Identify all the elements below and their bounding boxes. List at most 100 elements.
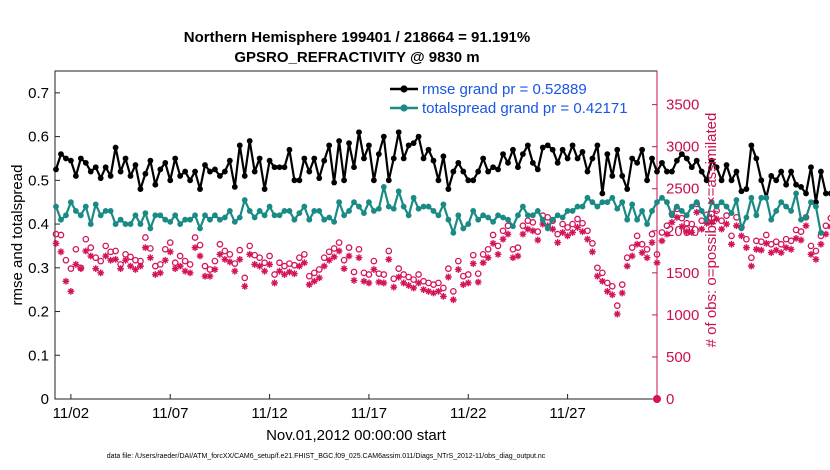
obs-assimilated-point: [291, 270, 298, 278]
totalspread-point: [301, 203, 308, 210]
rmse-point: [470, 177, 477, 184]
totalspread-point: [778, 199, 785, 206]
rmse-point: [554, 159, 561, 166]
obs-possible-point: [350, 268, 358, 276]
rmse-point: [485, 168, 492, 175]
chart-title: Northern Hemisphere 199401 / 218664 = 91…: [184, 29, 530, 46]
obs-assimilated-point: [72, 261, 80, 268]
rmse-point: [534, 166, 541, 173]
totalspread-point: [415, 205, 422, 212]
totalspread-point: [519, 203, 526, 210]
obs-assimilated-point: [489, 240, 497, 247]
totalspread-point: [733, 197, 740, 203]
rmse-point: [480, 155, 487, 162]
rmse-point: [430, 157, 437, 164]
rmse-point: [405, 142, 412, 149]
rmse-point: [688, 164, 695, 171]
totalspread-point: [58, 216, 64, 223]
obs-assimilated-point: [161, 256, 169, 264]
obs-assimilated-point: [350, 277, 358, 284]
y2-tick-label: 3500: [666, 97, 699, 114]
obs-assimilated-point: [117, 265, 124, 273]
obs-possible-point: [584, 227, 591, 235]
rmse-point: [673, 157, 680, 164]
totalspread-point: [331, 218, 338, 225]
totalspread-point: [72, 208, 79, 214]
obs-assimilated-point: [52, 240, 60, 247]
totalspread-point: [738, 225, 745, 232]
totalspread-point: [818, 229, 824, 236]
totalspread-point: [599, 199, 606, 206]
rmse-point: [236, 142, 243, 149]
y2-tick-label: 0: [666, 391, 674, 408]
totalspread-point: [470, 208, 477, 214]
obs-assimilated-point: [822, 230, 830, 238]
obs-assimilated-point: [762, 240, 770, 247]
totalspread-point: [226, 208, 233, 214]
totalspread-point: [236, 214, 243, 221]
totalspread-point: [326, 214, 333, 221]
rmse-point: [187, 177, 194, 184]
obs-assimilated-point: [663, 230, 671, 238]
rmse-point: [336, 138, 343, 144]
obs-possible-point: [633, 232, 641, 240]
rmse-point: [808, 164, 814, 171]
rmse-point: [490, 164, 496, 171]
obs-possible-point: [82, 235, 90, 243]
rmse-point: [659, 159, 665, 166]
rmse-point: [82, 159, 89, 166]
rmse-point: [584, 168, 591, 175]
obs-possible-point: [474, 270, 482, 278]
rmse-point: [549, 146, 556, 153]
rmse-point: [708, 157, 715, 164]
rmse-point: [217, 173, 223, 179]
obs-possible-point: [87, 244, 95, 251]
rmse-point: [162, 159, 169, 166]
obs-assimilated-point: [127, 262, 134, 270]
totalspread-point: [296, 210, 303, 217]
rmse-point: [390, 155, 397, 162]
rmse-point: [594, 142, 601, 149]
obs-possible-point: [102, 242, 110, 250]
obs-possible-point: [688, 220, 696, 228]
y2-tick-label: 500: [666, 349, 691, 366]
obs-possible-point: [410, 276, 417, 283]
totalspread-point: [147, 225, 154, 232]
obs-assimilated-point: [365, 279, 373, 287]
obs-assimilated-point: [494, 250, 502, 258]
rmse-point: [261, 186, 268, 192]
rmse-point: [758, 177, 765, 184]
y2-zero-marker: [653, 395, 661, 403]
totalspread-point: [281, 208, 288, 214]
obs-possible-point: [748, 254, 755, 262]
obs-possible-point: [653, 250, 661, 258]
obs-assimilated-point: [723, 220, 730, 228]
obs-assimilated-point: [370, 266, 378, 273]
rmse-point: [827, 190, 830, 197]
totalspread-point: [455, 212, 462, 219]
obs-assimilated-point: [519, 230, 527, 238]
totalspread-point: [748, 194, 755, 201]
y2-tick-label: 2500: [666, 181, 699, 198]
rmse-point: [703, 177, 710, 184]
totalspread-point: [346, 208, 352, 214]
totalspread-point: [559, 214, 566, 221]
obs-possible-point: [643, 245, 651, 253]
rmse-point: [306, 168, 313, 175]
rmse-point: [67, 157, 74, 164]
obs-possible-point: [440, 284, 447, 292]
totalspread-point: [400, 203, 407, 210]
obs-assimilated-point: [181, 267, 189, 275]
rmse-point: [524, 142, 531, 149]
obs-assimilated-point: [340, 265, 348, 273]
rmse-point: [609, 173, 616, 179]
obs-possible-point: [599, 269, 606, 277]
rmse-point: [818, 168, 824, 175]
obs-possible-point: [72, 245, 80, 253]
rmse-point: [321, 157, 328, 164]
obs-assimilated-point: [598, 277, 606, 285]
totalspread-point: [793, 190, 799, 197]
obs-assimilated-point: [504, 230, 512, 238]
rmse-point: [226, 157, 233, 164]
